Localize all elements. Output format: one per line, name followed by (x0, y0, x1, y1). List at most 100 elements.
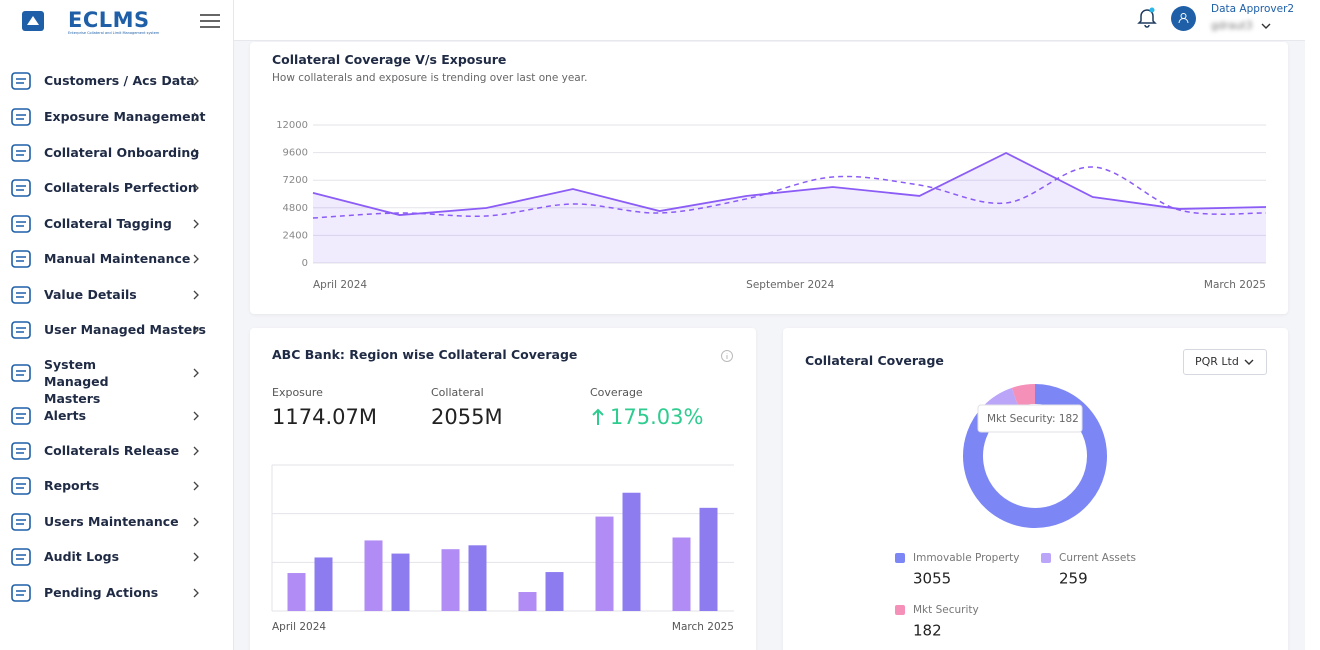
x-tick-label: March 2025 (672, 621, 734, 633)
nav-icon-shape (11, 250, 31, 268)
nav-icon-shape (11, 144, 31, 162)
nav-icon (11, 442, 31, 460)
stat-value: 1174.07M (272, 405, 377, 429)
trend-arrow (592, 408, 604, 425)
nav-item[interactable]: Reports (44, 478, 100, 493)
stat-label: Exposure (272, 386, 323, 399)
nav-chevron (193, 219, 199, 229)
logo: ECLMS (68, 8, 150, 32)
nav-item[interactable]: Users Maintenance (44, 514, 179, 529)
info-icon[interactable] (720, 349, 734, 363)
nav-icon (11, 72, 31, 90)
legend-swatch (895, 605, 905, 615)
bar (391, 553, 410, 611)
nav-item[interactable]: Collaterals Perfection (44, 180, 197, 195)
company-dropdown[interactable]: PQR Ltd (1183, 349, 1267, 375)
nav-icon-shape (11, 72, 31, 90)
header (234, 0, 1305, 41)
menu-button[interactable] (199, 13, 221, 29)
nav-icon (11, 364, 31, 382)
stat-value: 2055M (431, 405, 503, 429)
nav-icon-shape (16, 221, 26, 227)
nav-chevron (193, 148, 199, 158)
nav-chevron (193, 368, 199, 378)
stat-label: Coverage (590, 386, 643, 399)
legend-value: 182 (913, 622, 942, 640)
nav-icon (11, 286, 31, 304)
nav-item[interactable]: Manual Maintenance (44, 251, 191, 266)
nav-icon-shape (11, 548, 31, 566)
nav-item[interactable]: Customers / Acs Data (44, 73, 195, 88)
pie-card (783, 328, 1288, 650)
user-role: Data Approver2 (1211, 3, 1295, 15)
nav-item[interactable]: Collateral Tagging (44, 216, 172, 231)
nav-item[interactable]: Collateral Onboarding (44, 145, 200, 160)
nav-chevron (193, 325, 199, 335)
nav-item[interactable]: Collaterals Release (44, 443, 180, 458)
nav-icon-shape (11, 407, 31, 425)
nav-icon-shape (11, 179, 31, 197)
nav-chevron (193, 517, 199, 527)
nav-icon (11, 108, 31, 126)
logo-subtitle: Enterprise Collateral and Limit Manageme… (68, 31, 160, 35)
dropdown-label: PQR Ltd (1195, 355, 1239, 368)
tooltip: Mkt Security: 182 (987, 413, 1079, 425)
stat-value: 175.03% (610, 405, 704, 429)
bar (468, 545, 487, 611)
card-title: Collateral Coverage V/s Exposure (272, 52, 507, 67)
nav-icon-shape (11, 108, 31, 126)
sidebar (0, 0, 234, 650)
card-title: ABC Bank: Region wise Collateral Coverag… (272, 347, 578, 362)
bar (364, 540, 383, 611)
nav-icon-shape (16, 554, 26, 560)
nav-item[interactable]: Value Details (44, 287, 137, 302)
nav-icon-shape (16, 448, 26, 454)
legend-swatch (1041, 553, 1051, 563)
nav-chevron (193, 76, 199, 86)
nav-item[interactable]: Alerts (44, 408, 87, 423)
nav-icon (11, 144, 31, 162)
tooltip-box (977, 404, 1083, 433)
y-tick-label: 12000 (276, 120, 308, 131)
user-name[interactable]: gdraut3 (1211, 20, 1253, 32)
nav-item[interactable]: Exposure Management (44, 109, 206, 124)
nav-icon-shape (16, 519, 26, 525)
donut-slice (1011, 384, 1036, 407)
nav-icon-shape (11, 215, 31, 233)
stat-label: Collateral (431, 386, 484, 399)
nav-item[interactable]: System Managed Masters (44, 357, 109, 406)
nav-icon (11, 548, 31, 566)
nav-icon-shape (16, 185, 26, 191)
legend-label: Immovable Property (913, 552, 1019, 564)
user-dropdown[interactable] (1261, 22, 1271, 30)
dropdown-arrow (1244, 359, 1254, 365)
nav-icon-shape (11, 442, 31, 460)
nav-icon-shape (16, 114, 26, 120)
line (312, 151, 1267, 216)
nav-icon (11, 477, 31, 495)
nav-icon-shape (16, 590, 26, 596)
bar (545, 572, 564, 611)
user-avatar[interactable] (1170, 5, 1197, 32)
nav-icon (11, 321, 31, 339)
nav-icon-shape (11, 477, 31, 495)
nav-icon (11, 179, 31, 197)
nav-item[interactable]: Audit Logs (44, 549, 120, 564)
nav-icon-shape (16, 78, 26, 84)
y-tick-label: 9600 (283, 148, 308, 159)
nav-item[interactable]: User Managed Masters (44, 322, 206, 337)
bar (314, 557, 333, 611)
nav-chevron (193, 112, 199, 122)
bar (672, 537, 691, 611)
nav-chevron (193, 411, 199, 421)
legend-label: Mkt Security (913, 604, 979, 616)
nav-icon-shape (16, 292, 26, 298)
nav-item[interactable]: Pending Actions (44, 585, 159, 600)
x-tick-label: April 2024 (313, 279, 367, 291)
nav-icon-shape (16, 256, 26, 262)
notification-bell[interactable] (1136, 6, 1158, 28)
nav-icon-shape (16, 370, 26, 376)
area (313, 152, 1266, 263)
nav-icon-shape (16, 150, 26, 156)
